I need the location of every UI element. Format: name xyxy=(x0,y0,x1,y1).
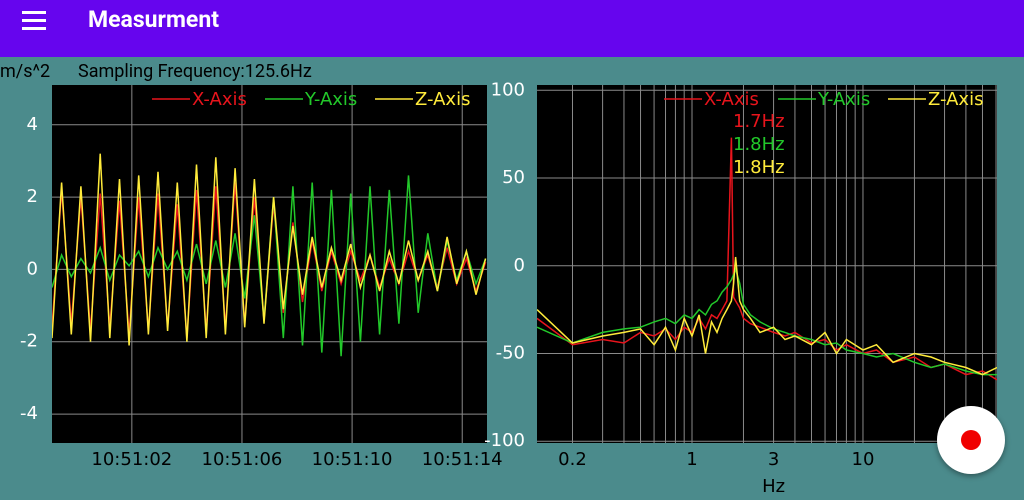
series-line xyxy=(537,256,997,376)
legend-label: Y-Axis xyxy=(817,89,870,110)
legend-label: X-Axis xyxy=(192,89,247,110)
x-tick-label: 10:51:14 xyxy=(422,449,503,470)
x-tick-label: 0.2 xyxy=(558,449,587,470)
legend-label: X-Axis xyxy=(704,89,759,110)
x-tick-label: 10:51:10 xyxy=(312,449,393,470)
x-tick-label: 3 xyxy=(768,449,779,470)
plot-area xyxy=(537,85,997,443)
peak-annotation: 1.7Hz xyxy=(733,111,785,132)
app-title: Measurment xyxy=(88,6,220,33)
y-tick-label: 0 xyxy=(514,255,525,276)
x-axis-label: Hz xyxy=(762,476,785,497)
series-line xyxy=(537,266,997,376)
y-tick-label: 0 xyxy=(27,258,38,279)
y-tick-label: 50 xyxy=(502,167,525,188)
legend-label: Z-Axis xyxy=(415,89,470,110)
y-tick-label: -50 xyxy=(496,343,525,364)
peak-annotation: 1.8Hz xyxy=(733,134,785,155)
y-tick-label: -4 xyxy=(20,403,38,424)
y-tick-label: 4 xyxy=(27,114,38,135)
menu-button[interactable] xyxy=(22,11,46,31)
x-tick-label: 10:51:06 xyxy=(202,449,283,470)
y-tick-label: -2 xyxy=(20,331,38,352)
legend-label: Y-Axis xyxy=(304,89,357,110)
series-line xyxy=(52,153,487,346)
x-tick-label: 10 xyxy=(852,449,875,470)
x-tick-label: 1 xyxy=(686,449,697,470)
app-bar: Measurment xyxy=(0,0,1024,57)
y-tick-label: 100 xyxy=(491,79,525,100)
unit-label: m/s^2 xyxy=(0,61,51,82)
peak-annotation: 1.8Hz xyxy=(733,157,785,178)
series-line xyxy=(537,137,997,381)
record-button[interactable] xyxy=(937,406,1005,474)
plot-area xyxy=(52,85,487,443)
sampling-label: Sampling Frequency:125.6Hz xyxy=(78,61,312,82)
legend-label: Z-Axis xyxy=(928,89,983,110)
y-tick-label: 2 xyxy=(27,186,38,207)
y-tick-label: -100 xyxy=(484,430,525,451)
x-tick-label: 10:51:02 xyxy=(91,449,172,470)
